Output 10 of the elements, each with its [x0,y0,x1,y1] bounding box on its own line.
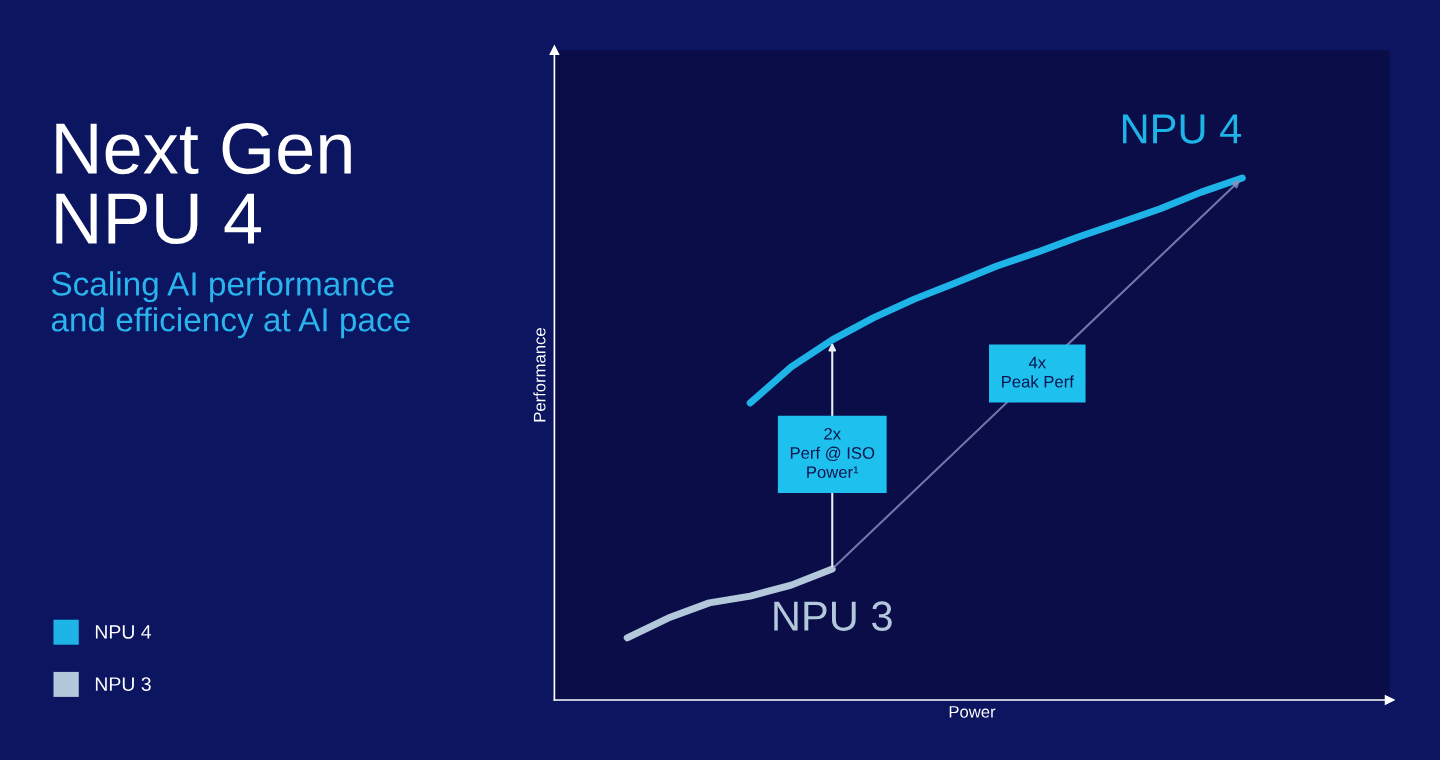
chart-title: Next Gen NPU 4 [56,123,351,245]
y-axis-title: Performance [533,328,546,422]
text: NPU 3 [774,601,892,631]
legend-label: NPU 4 [95,625,152,639]
annotation: 4x Peak Perf [1002,356,1074,388]
x-axis-title: Power [949,706,996,718]
text: Scaling AI performance and efficiency at AI pace [51,271,410,339]
text: NPU 4 [1123,114,1242,144]
legend-label: NPU 3 [95,677,151,691]
annotation: 2x Perf @ ISO Power¹ [790,427,875,479]
